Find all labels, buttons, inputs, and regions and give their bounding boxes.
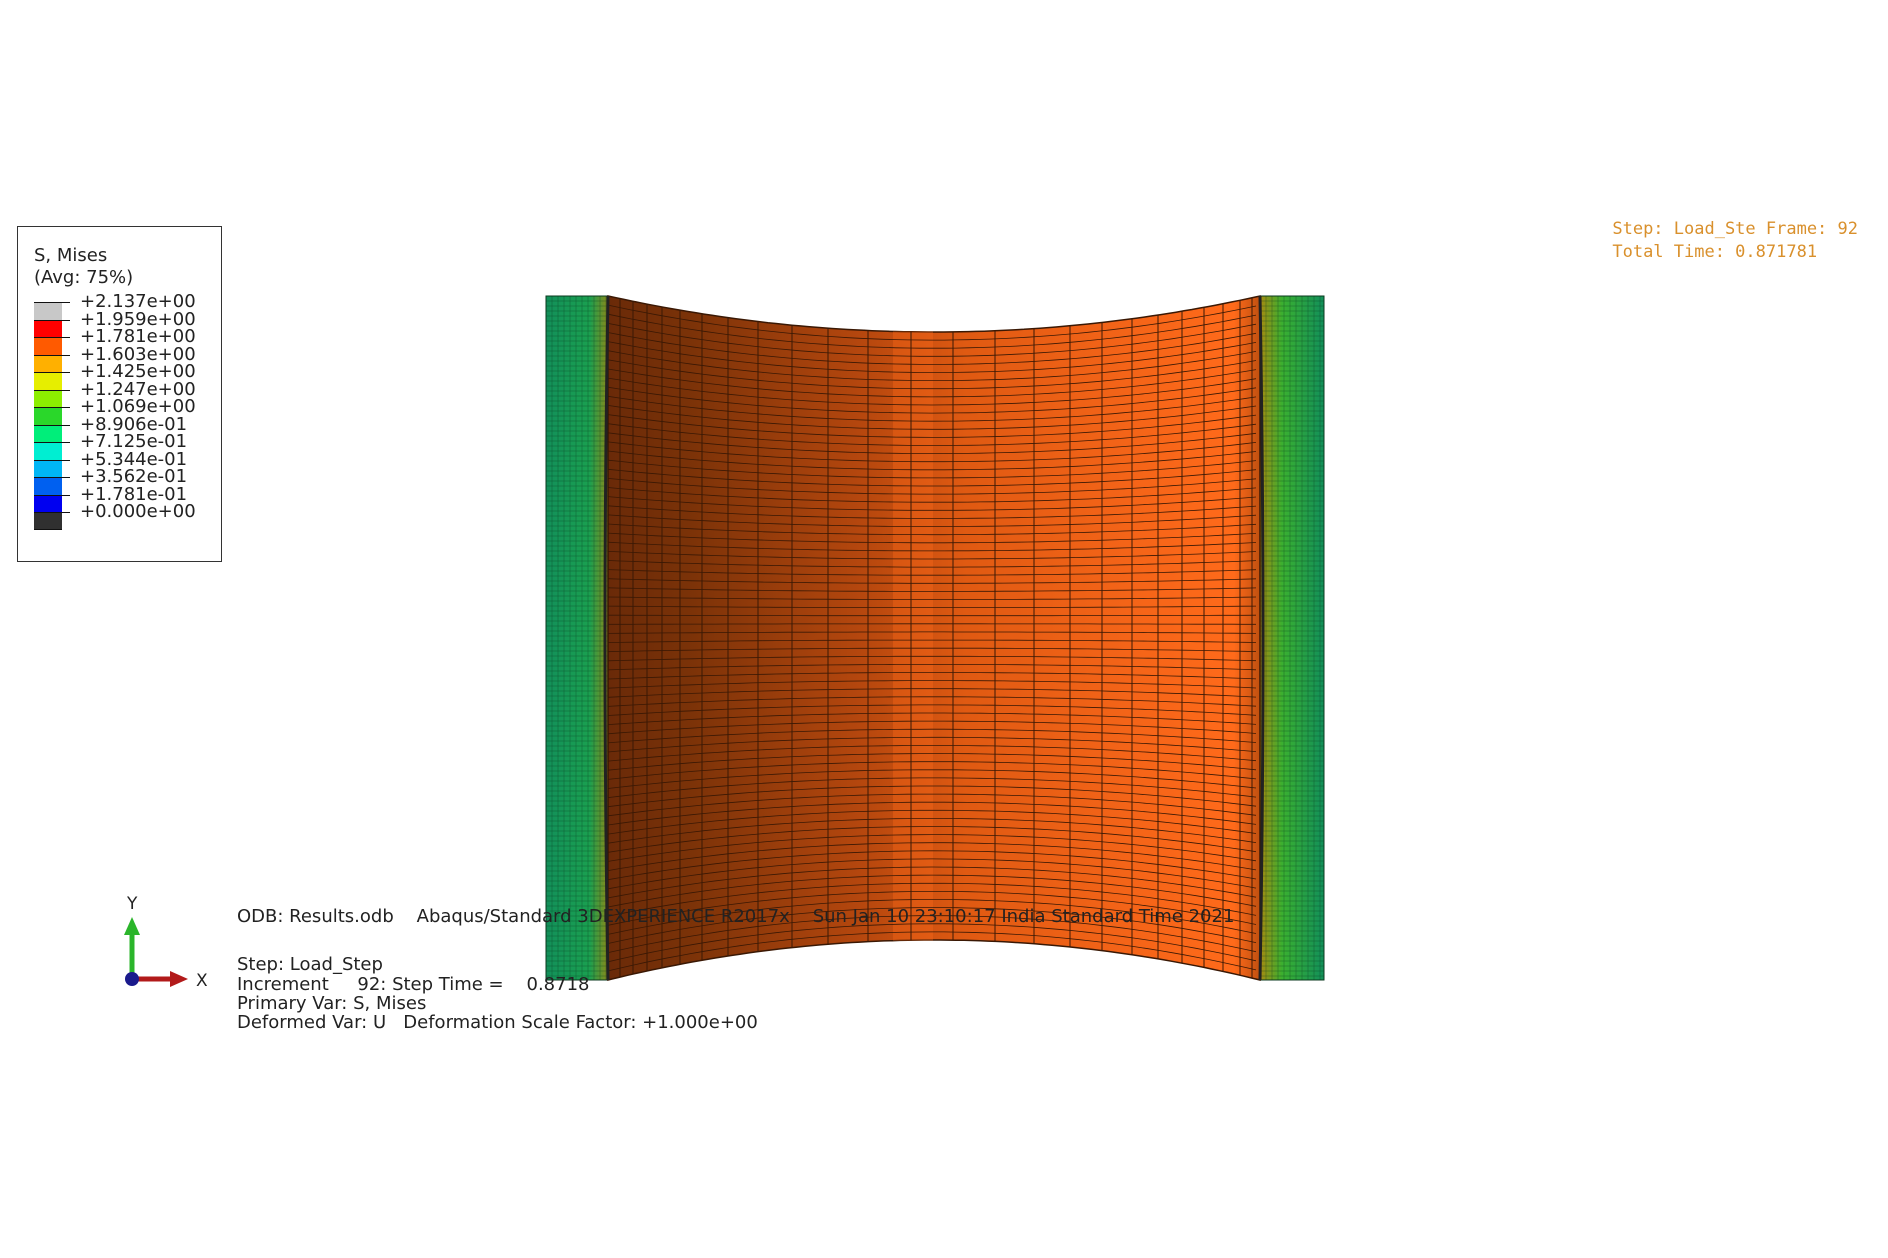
legend-swatch <box>34 319 62 337</box>
legend-level-label: +1.959e+00 <box>80 308 196 330</box>
y-axis-label: Y <box>126 895 138 914</box>
legend-swatch <box>34 407 62 425</box>
legend-tick <box>62 512 70 513</box>
contour-legend: S, Mises (Avg: 75%) +2.137e+00 +1.959e+00… <box>17 226 222 562</box>
left-edge-curve <box>603 295 610 981</box>
x-axis-arrowhead <box>170 971 188 987</box>
body-mesh-rows <box>607 304 1257 972</box>
legend-tick <box>62 372 70 373</box>
legend-swatch <box>34 302 62 320</box>
axis-triad: Y X <box>124 895 208 991</box>
legend-level-label: +5.344e-01 <box>80 448 188 470</box>
legend-level-label: +1.069e+00 <box>80 396 196 417</box>
x-axis-label: X <box>196 971 208 991</box>
legend-swatch <box>34 512 62 530</box>
center-highlight <box>893 331 933 941</box>
deformed-var-info: Deformed Var: U Deformation Scale Factor… <box>237 1012 758 1033</box>
legend-swatch <box>34 372 62 390</box>
increment-info: Increment 92: Step Time = 0.8718 <box>237 974 590 995</box>
legend-tick <box>62 442 70 443</box>
odb-info-line: ODB: Results.odb Abaqus/Standard 3DEXPER… <box>237 906 1235 927</box>
legend-level-label: +3.562e-01 <box>80 466 188 487</box>
status-step-frame: Step: Load_Ste Frame: 92 <box>1612 219 1858 239</box>
legend-tick <box>62 319 70 321</box>
legend-tick <box>62 337 70 338</box>
legend-tick <box>62 407 70 408</box>
step-info: Step: Load_Step <box>237 954 383 975</box>
legend-tick <box>62 389 70 391</box>
legend-level-label: +1.781e-01 <box>80 483 188 505</box>
legend-tick <box>62 494 70 496</box>
legend-tick <box>62 354 70 356</box>
legend-swatch <box>34 477 62 495</box>
y-axis-arrowhead <box>124 917 140 935</box>
legend-level-label: +8.906e-01 <box>80 413 188 435</box>
legend-swatch <box>34 424 62 442</box>
legend-variable: S, Mises <box>34 245 108 266</box>
specimen-body <box>607 295 1261 981</box>
legend-color-bar <box>34 302 62 530</box>
z-axis-dot <box>125 972 139 986</box>
right-grip-band <box>1259 295 1325 981</box>
legend-averaging: (Avg: 75%) <box>34 267 134 288</box>
legend-swatch <box>34 337 62 355</box>
legend-level-label: +2.137e+00 <box>80 291 196 312</box>
legend-tick <box>62 459 70 461</box>
legend-tick <box>62 424 70 426</box>
legend-level-label: +1.425e+00 <box>80 361 196 382</box>
status-total-time: Total Time: 0.871781 <box>1612 242 1818 262</box>
legend-level-label: +0.000e+00 <box>80 501 196 522</box>
legend-swatch <box>34 389 62 407</box>
legend-level-label: +1.781e+00 <box>80 326 196 347</box>
primary-var-info: Primary Var: S, Mises <box>237 993 427 1014</box>
legend-swatch <box>34 442 62 460</box>
legend-swatch <box>34 494 62 512</box>
body-mesh-columns <box>619 297 1253 979</box>
legend-tick <box>62 477 70 478</box>
legend-level-label: +7.125e-01 <box>80 431 188 452</box>
left-grip-band <box>545 295 609 981</box>
right-edge-curve <box>1258 295 1265 981</box>
legend-title: S, Mises (Avg: 75%) <box>34 245 133 289</box>
legend-level-label: +1.603e+00 <box>80 343 196 365</box>
deformed-mesh-plot[interactable] <box>540 290 1350 990</box>
legend-swatch <box>34 354 62 372</box>
legend-tick <box>62 302 70 303</box>
viewport-status: Step: Load_Ste Frame: 92 Total Time: 0.87… <box>1612 218 1858 264</box>
legend-swatch <box>34 459 62 477</box>
legend-level-label: +1.247e+00 <box>80 378 196 400</box>
